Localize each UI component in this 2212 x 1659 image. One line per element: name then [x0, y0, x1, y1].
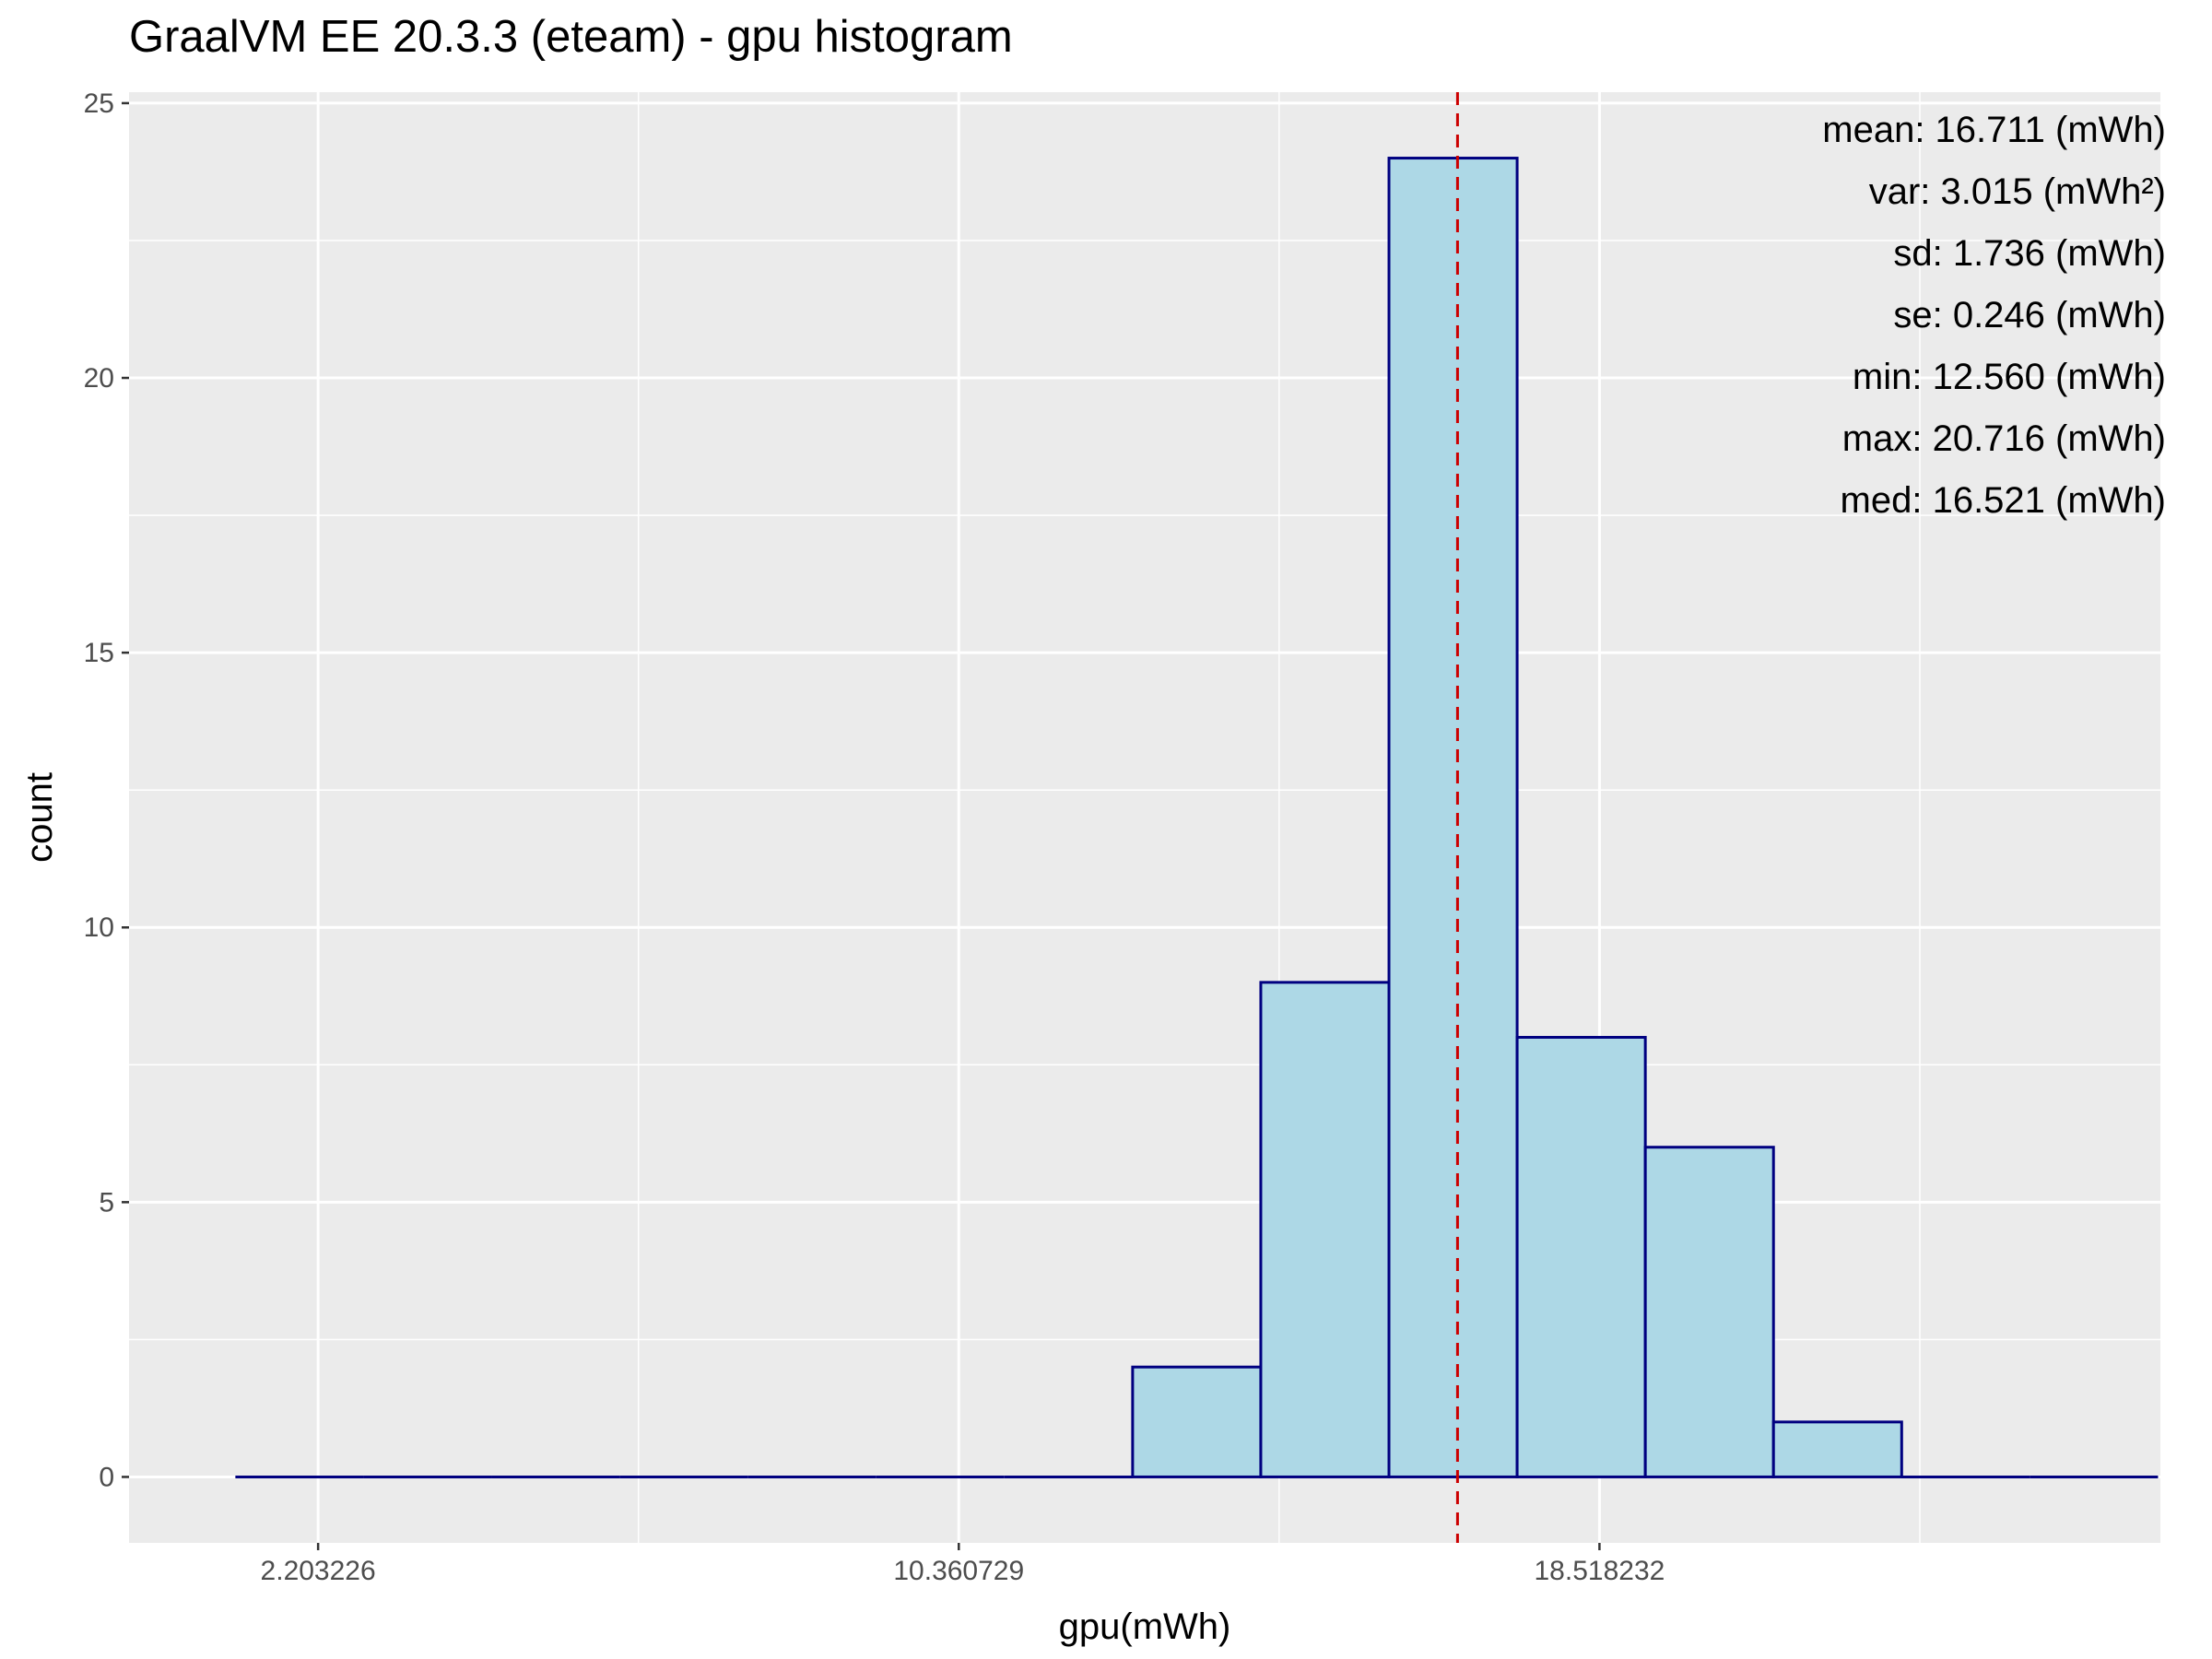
- stat-line: max: 20.716 (mWh): [1842, 418, 2166, 459]
- grid-lines: [129, 92, 2160, 1543]
- x-axis-title: gpu(mWh): [1059, 1606, 1231, 1647]
- axis-ticks: 0 5 10 15 20 25 2.203226 10.360729 18.518232: [84, 88, 1665, 1586]
- stat-line: med: 16.521 (mWh): [1841, 480, 2166, 521]
- histogram-bars: [235, 157, 2159, 1478]
- histogram-bar: [1131, 1365, 1263, 1478]
- y-axis-title: count: [19, 772, 60, 863]
- stat-line: mean: 16.711 (mWh): [1822, 110, 2166, 150]
- stat-line: var: 3.015 (mWh²): [1869, 171, 2166, 212]
- histogram-bar: [1515, 1035, 1647, 1478]
- x-tick-label: 10.360729: [893, 1556, 1024, 1586]
- y-tick-label: 10: [84, 912, 114, 943]
- x-tick-label: 2.203226: [261, 1556, 376, 1586]
- y-tick-label: 5: [99, 1187, 114, 1218]
- chart-title: GraalVM EE 20.3.3 (eteam) - gpu histogra…: [129, 12, 1013, 62]
- histogram-bar: [1771, 1420, 1903, 1478]
- y-tick-label: 20: [84, 363, 114, 394]
- histogram-bar: [1643, 1146, 1775, 1478]
- y-tick-label: 0: [99, 1462, 114, 1492]
- histogram-bar: [1259, 981, 1391, 1478]
- stat-line: sd: 1.736 (mWh): [1893, 233, 2166, 274]
- y-tick-label: 25: [84, 88, 114, 119]
- histogram-bar: [1387, 157, 1519, 1478]
- x-tick-label: 18.518232: [1535, 1556, 1665, 1586]
- stats-annotation: mean: 16.711 (mWh) var: 3.015 (mWh²) sd: 1…: [1822, 110, 2166, 521]
- stat-line: min: 12.560 (mWh): [1853, 357, 2166, 397]
- plot-panel: [129, 92, 2160, 1543]
- y-tick-label: 15: [84, 638, 114, 668]
- stat-line: se: 0.246 (mWh): [1893, 295, 2166, 335]
